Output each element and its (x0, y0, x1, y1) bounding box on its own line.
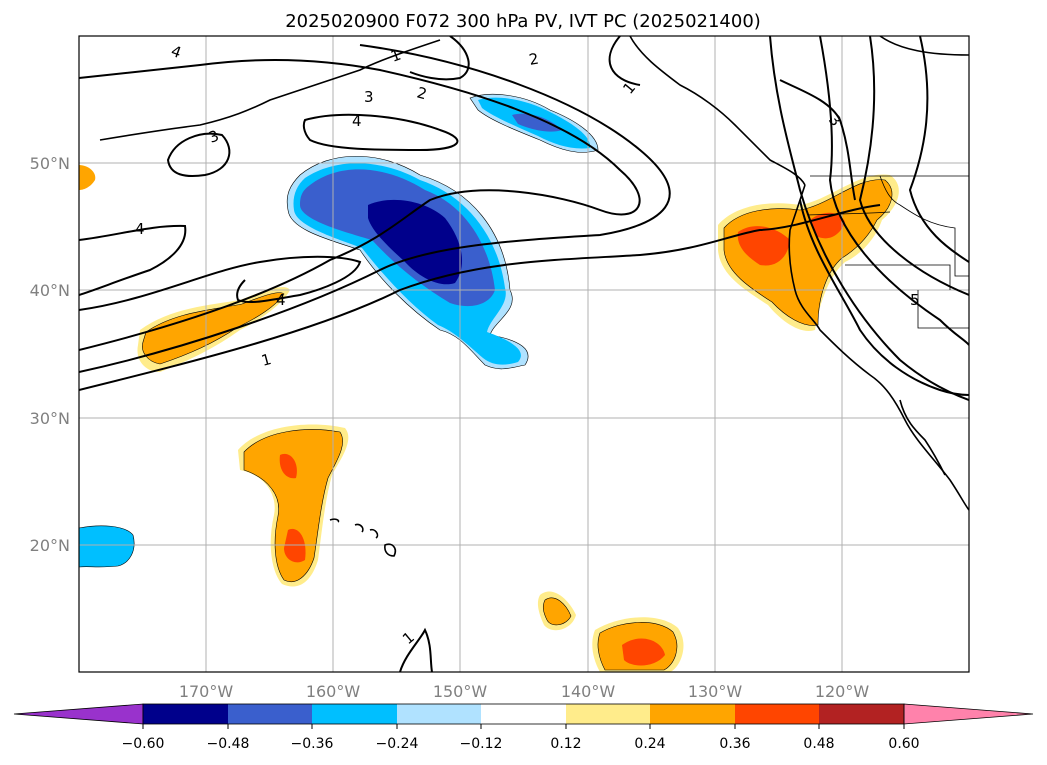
colorbar-segment (481, 704, 566, 724)
borders (807, 175, 969, 329)
contour-label: 4 (135, 220, 145, 238)
lon-label: 140°W (561, 682, 616, 701)
lon-label: 150°W (433, 682, 488, 701)
colorbar-tick-label: −0.36 (291, 736, 334, 752)
colorbar-tick-label: 0.12 (550, 736, 581, 752)
map-area: 4 1 2 3 2 3 4 4 4 1 1 3 5 1 (79, 36, 969, 672)
lat-label: 20°N (30, 536, 70, 555)
colorbar-tick-label: −0.24 (376, 736, 419, 752)
colorbar-tick-label: 0.60 (888, 736, 919, 752)
colorbar-tick-label: −0.60 (122, 736, 165, 752)
contour-label: 2 (528, 50, 541, 69)
colorbar-segment (566, 704, 650, 724)
pv-shading (79, 93, 899, 672)
contour-label: 1 (259, 350, 273, 370)
lon-label: 160°W (306, 682, 361, 701)
figure-title: 2025020900 F072 300 hPa PV, IVT PC (2025… (285, 11, 761, 32)
colorbar-segment (228, 704, 312, 724)
pv-contours (79, 36, 969, 672)
lat-label: 30°N (30, 409, 70, 428)
colorbar-segment (397, 704, 481, 724)
colorbar-extend-low (13, 703, 144, 725)
contour-label: 4 (276, 291, 286, 309)
lon-label: 130°W (688, 682, 743, 701)
colorbar-segment (650, 704, 735, 724)
colorbar-tick-label: −0.12 (460, 736, 503, 752)
contour-label: 2 (415, 83, 429, 103)
latitude-labels: 50°N 40°N 30°N 20°N (30, 154, 70, 555)
colorbar-segment (143, 704, 228, 724)
colorbar-extend-high (903, 703, 1034, 725)
contour-label: 5 (910, 291, 920, 309)
colorbar-tick-label: 0.36 (719, 736, 750, 752)
negative-anomaly-region (368, 199, 463, 285)
negative-anomaly-region (79, 525, 135, 568)
colorbar-tick-label: −0.48 (207, 736, 250, 752)
colorbar-segment (819, 704, 904, 724)
positive-anomaly-region (243, 429, 343, 582)
positive-anomaly-region (737, 226, 790, 266)
lon-label: 170°W (179, 682, 234, 701)
positive-anomaly-region (279, 453, 297, 479)
colorbar-segment (735, 704, 819, 724)
lat-label: 50°N (30, 154, 70, 173)
lat-label: 40°N (30, 281, 70, 300)
negative-anomaly-region (512, 113, 562, 132)
contour-label: 4 (352, 112, 362, 130)
lon-label: 120°W (815, 682, 870, 701)
colorbar: −0.60 −0.48 −0.36 −0.24 −0.12 0.12 0.24 … (13, 703, 1034, 752)
positive-anomaly-region (79, 165, 96, 190)
gridlines (79, 36, 969, 672)
colorbar-segment (312, 704, 397, 724)
positive-anomaly-region (723, 179, 893, 326)
positive-anomaly-region (622, 638, 665, 666)
contour-label: 3 (364, 88, 374, 106)
colorbar-tick-label: 0.24 (634, 736, 665, 752)
coastlines (99, 36, 969, 557)
positive-anomaly-region (542, 597, 572, 626)
longitude-labels: 170°W 160°W 150°W 140°W 130°W 120°W (179, 682, 870, 701)
positive-anomaly-region (284, 528, 306, 563)
map-frame (78, 35, 970, 673)
colorbar-tick-label: 0.48 (803, 736, 834, 752)
